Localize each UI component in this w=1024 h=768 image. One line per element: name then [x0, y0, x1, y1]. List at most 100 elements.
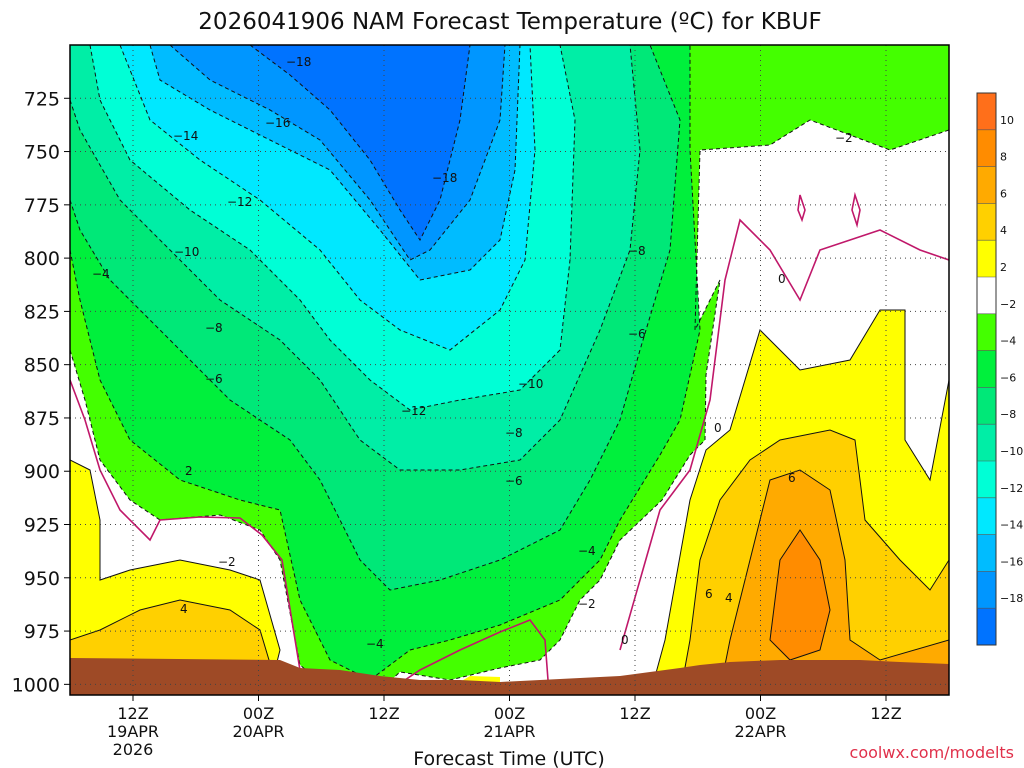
colorbar-swatch: [977, 608, 996, 645]
band-minus18-to-minus20: [250, 45, 470, 240]
contour-labels: −18 −18 −16 −14 −12 −12 −10 −10 −8 −8 −8…: [92, 55, 853, 651]
x-tick-label: 00Z: [494, 704, 525, 723]
contour-label: 4: [180, 602, 188, 616]
freezing-lines: [70, 191, 949, 691]
contour-label: −18: [286, 55, 311, 69]
contour-2-right: [649, 309, 949, 695]
contour-label: −6: [505, 474, 523, 488]
y-axis: 725 750 775 800 825 850 875 900 925 950 975 1000: [12, 88, 70, 696]
colorbar-label: 6: [1000, 187, 1007, 200]
y-tick-label: 825: [24, 301, 60, 323]
contour-label: −12: [401, 404, 426, 418]
freezing-line-right: [619, 218, 949, 651]
x-tick-label: 00Z: [745, 704, 776, 723]
colorbar: 10 8 6 4 2 −2 −4 −6 −8 −10 −12 −14 −16 −18: [976, 92, 1023, 646]
x-tick-label: 12Z: [368, 704, 399, 723]
x-tick-date: 19APR: [107, 722, 159, 741]
contour-minus6: [70, 45, 681, 591]
chart-title: 2026041906 NAM Forecast Temperature (ºC)…: [198, 9, 821, 35]
colorbar-label: 10: [1000, 114, 1014, 127]
x-tick-date: 2026: [113, 740, 154, 759]
colorbar-label: 4: [1000, 224, 1007, 237]
contour-minus2-right: [379, 119, 949, 691]
contour-label: 0: [714, 421, 722, 435]
x-tick-date: 22APR: [734, 722, 786, 741]
contour-label: −12: [227, 195, 252, 209]
contour-label: −4: [92, 267, 110, 281]
colorbar-swatch: [977, 129, 996, 167]
contour-label: −2: [578, 597, 596, 611]
colorbar-label: 8: [1000, 151, 1007, 164]
contour-label: 6: [788, 471, 796, 485]
contour-label: −16: [265, 116, 290, 130]
y-tick-label: 900: [24, 461, 60, 483]
x-tick-date: 20APR: [232, 722, 284, 741]
colorbar-label: −10: [1000, 445, 1023, 458]
x-tick-label: 12Z: [117, 704, 148, 723]
contour-label: −6: [205, 372, 223, 386]
contour-label: 2: [185, 464, 193, 478]
x-tick-label: 12Z: [870, 704, 901, 723]
y-tick-label: 950: [24, 568, 60, 590]
contour-4-left: [70, 599, 276, 681]
contour-label: −2: [218, 555, 236, 569]
y-tick-label: 775: [24, 195, 60, 217]
y-tick-label: 975: [24, 621, 60, 643]
contour-label: −8: [205, 321, 223, 335]
y-tick-label: 875: [24, 408, 60, 430]
contour-label: −4: [366, 637, 384, 651]
freezing-line-left: [70, 379, 301, 671]
contour-label: −6: [628, 327, 646, 341]
plot-area: [70, 45, 949, 695]
contour-minus12: [119, 45, 536, 351]
colorbar-label: −8: [1000, 408, 1016, 421]
colorbar-swatch: [977, 571, 996, 609]
ground: [70, 658, 949, 695]
colorbar-label: −4: [1000, 335, 1016, 348]
colorbar-label: −18: [1000, 592, 1023, 605]
contour-minus10: [89, 45, 576, 411]
gridlines: [70, 45, 949, 695]
contour-4-right: [679, 429, 949, 695]
colorbar-swatch: [977, 93, 996, 130]
colorbar-swatch: [977, 534, 996, 572]
contour-2-left: [70, 459, 281, 691]
colorbar-frame: [976, 92, 997, 646]
contour-label: −10: [518, 377, 543, 391]
contour-label: −18: [432, 171, 457, 185]
contour-label: 6: [705, 587, 713, 601]
y-tick-label: 725: [24, 88, 60, 110]
contour-lines: [70, 45, 949, 695]
contour-8: [769, 529, 831, 661]
x-tick-label: 12Z: [619, 704, 650, 723]
x-tick-label: 00Z: [243, 704, 274, 723]
contour-label: 0: [621, 633, 629, 647]
band-8-to-10: [770, 530, 830, 660]
contour-label: 0: [778, 272, 786, 286]
colorbar-label: −2: [1000, 298, 1016, 311]
colorbar-swatch: [977, 350, 996, 388]
y-tick-label: 800: [24, 248, 60, 270]
freezing-line-mid: [389, 619, 549, 691]
colorbar-swatch: [977, 424, 996, 461]
colorbar-swatch: [977, 497, 996, 535]
contour-minus16: [169, 45, 506, 261]
contour-label: −2: [835, 131, 853, 145]
colorbar-swatch: [977, 166, 996, 204]
band-warm-bottom-mid: [380, 540, 640, 695]
colorbar-label: −14: [1000, 519, 1023, 532]
contour-6: [719, 469, 949, 691]
colorbar-label: −6: [1000, 371, 1016, 384]
colorbar-swatch: [977, 313, 996, 351]
y-tick-label: 850: [24, 355, 60, 377]
contour-label: −8: [628, 244, 646, 258]
y-tick-label: 1000: [12, 674, 60, 696]
credit-text: coolwx.com/modelts: [850, 743, 1014, 762]
contour-label: −14: [173, 129, 198, 143]
colorbar-swatch: [977, 277, 996, 314]
freezing-loop-a: [797, 194, 806, 223]
contour-label: 4: [725, 591, 733, 605]
colorbar-label: −12: [1000, 482, 1023, 495]
